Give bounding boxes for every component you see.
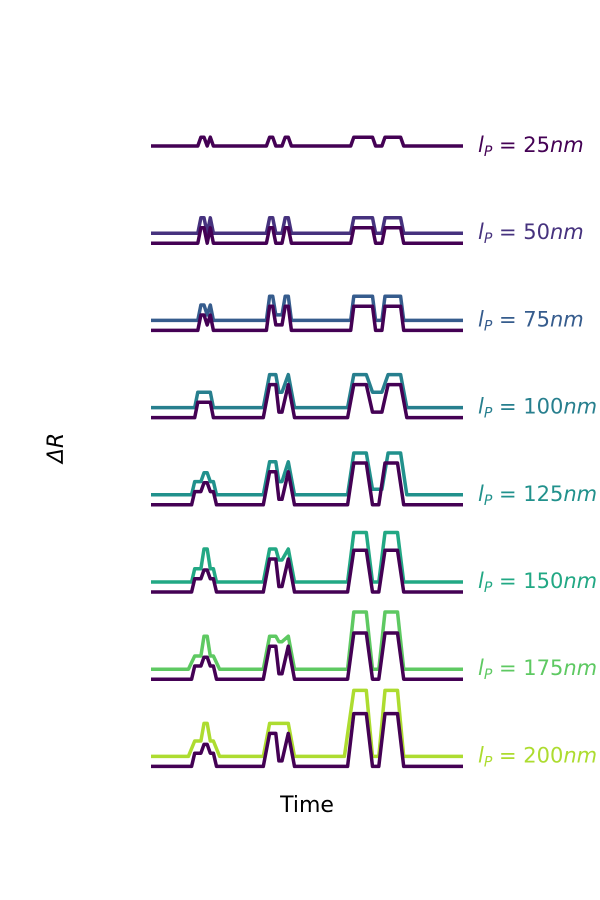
reference-line-1 xyxy=(151,226,463,245)
series-line-6 xyxy=(151,610,463,671)
series-line-7 xyxy=(151,688,463,759)
legend-label-5: lP = 150nm xyxy=(478,569,597,596)
reference-line-4 xyxy=(151,461,463,507)
reference-line-6 xyxy=(151,631,463,681)
reference-line-2 xyxy=(151,304,463,333)
legend-label-2: lP = 75nm xyxy=(478,307,584,334)
legend-label-1: lP = 50nm xyxy=(478,220,584,247)
legend-label-3: lP = 100nm xyxy=(478,395,597,422)
series-line-0 xyxy=(151,135,463,148)
series-line-2 xyxy=(151,294,463,323)
series-line-3 xyxy=(151,372,463,410)
series-layer xyxy=(151,135,463,769)
series-line-5 xyxy=(151,530,463,584)
legend-label-0: lP = 25nm xyxy=(478,133,584,160)
reference-line-3 xyxy=(151,382,463,420)
legend-label-4: lP = 125nm xyxy=(478,482,597,509)
reference-line-5 xyxy=(151,548,463,594)
legend-label-7: lP = 200nm xyxy=(478,743,597,770)
legend-layer: lP = 25nm lP = 50nm lP = 75nm lP = 100nm lP … xyxy=(478,133,597,770)
legend-label-6: lP = 175nm xyxy=(478,656,597,683)
x-axis-label: Time xyxy=(279,793,334,818)
reference-line-7 xyxy=(151,711,463,769)
y-axis-label: ΔR xyxy=(44,433,69,465)
series-line-1 xyxy=(151,216,463,235)
series-line-4 xyxy=(151,451,463,497)
